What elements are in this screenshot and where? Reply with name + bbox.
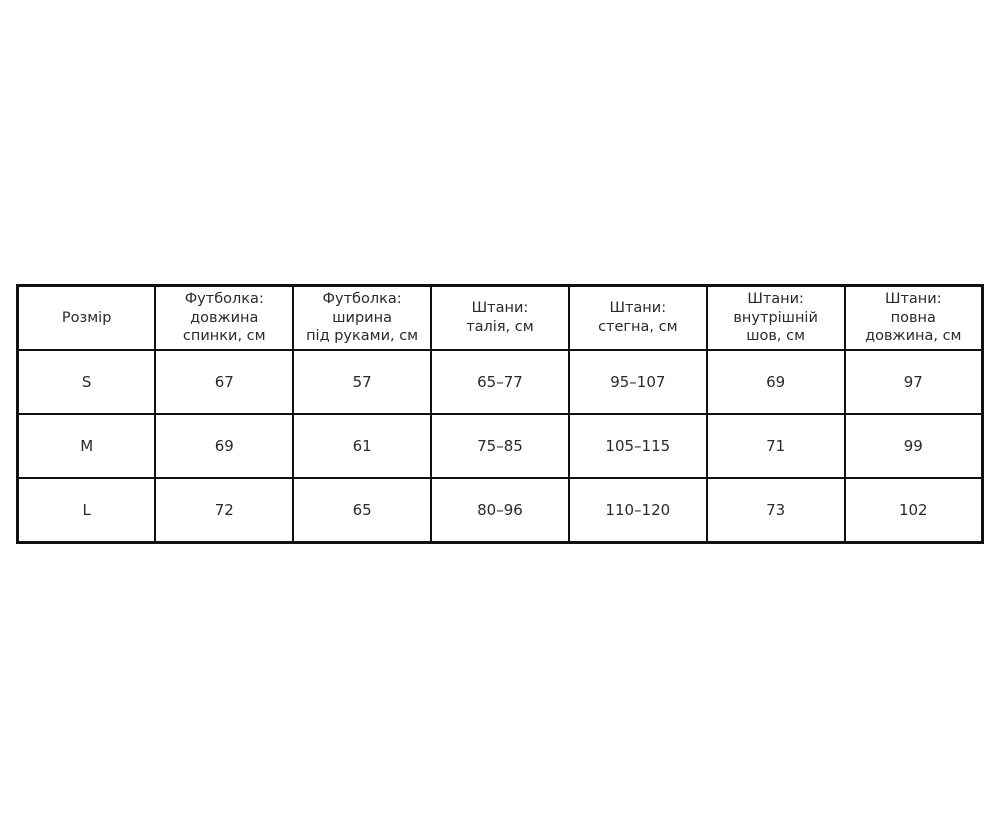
cell-value: 80–96 [430,477,570,544]
cell-value: 99 [843,413,984,479]
cell-value: 72 [154,477,295,544]
cell-value: 110–120 [567,477,708,544]
cell-value: 61 [292,413,433,479]
table-row-l: L 72 65 80–96 110–120 73 102 [16,477,984,544]
cell-value: 73 [705,477,846,544]
size-chart-header: Розмір Футболка: довжина спинки, см Футб… [16,284,984,351]
header-tshirt-underarm-width: Футболка: ширина під руками, см [292,284,433,351]
header-row: Розмір Футболка: довжина спинки, см Футб… [16,284,984,351]
cell-value: 105–115 [567,413,708,479]
cell-size: L [16,477,157,544]
header-size: Розмір [16,284,157,351]
header-tshirt-back-length: Футболка: довжина спинки, см [154,284,295,351]
header-pants-full-length: Штани: повна довжина, см [843,284,984,351]
header-pants-waist: Штани: талія, см [430,284,570,351]
cell-value: 67 [154,349,295,415]
cell-size: M [16,413,157,479]
cell-value: 95–107 [567,349,708,415]
cell-value: 65 [292,477,433,544]
cell-value: 97 [843,349,984,415]
header-pants-hips: Штани: стегна, см [567,284,708,351]
cell-value: 69 [705,349,846,415]
cell-value: 71 [705,413,846,479]
cell-value: 65–77 [430,349,570,415]
cell-value: 57 [292,349,433,415]
cell-value: 75–85 [430,413,570,479]
size-chart: Розмір Футболка: довжина спинки, см Футб… [16,284,984,544]
cell-value: 69 [154,413,295,479]
cell-size: S [16,349,157,415]
header-pants-inseam: Штани: внутрішній шов, см [705,284,846,351]
size-chart-table: Розмір Футболка: довжина спинки, см Футб… [16,284,984,544]
table-row-m: M 69 61 75–85 105–115 71 99 [16,413,984,479]
size-chart-body: S 67 57 65–77 95–107 69 97 M 69 61 75–85… [16,349,984,544]
cell-value: 102 [843,477,984,544]
table-row-s: S 67 57 65–77 95–107 69 97 [16,349,984,415]
